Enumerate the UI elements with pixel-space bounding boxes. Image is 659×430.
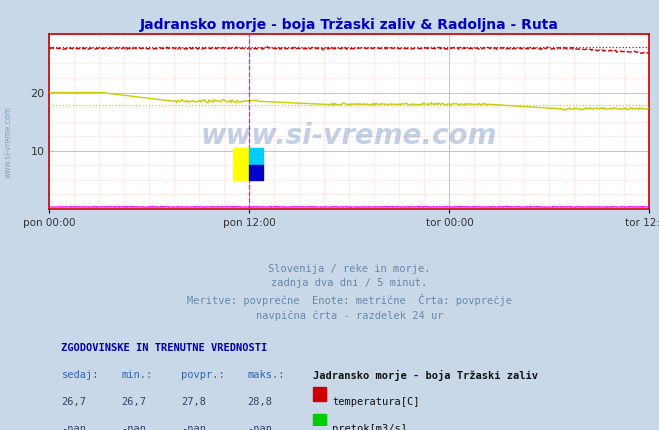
Text: www.si-vreme.com: www.si-vreme.com (4, 106, 13, 178)
Text: 26,7: 26,7 (61, 397, 86, 407)
Text: ZGODOVINSKE IN TRENUTNE VREDNOSTI: ZGODOVINSKE IN TRENUTNE VREDNOSTI (61, 343, 268, 353)
Bar (233, 148, 248, 180)
Text: -nan: -nan (247, 424, 272, 430)
Text: 27,8: 27,8 (181, 397, 206, 407)
Text: www.si-vreme.com: www.si-vreme.com (201, 122, 498, 150)
Text: -nan: -nan (181, 424, 206, 430)
Text: temperatura[C]: temperatura[C] (333, 397, 420, 407)
Text: 28,8: 28,8 (247, 397, 272, 407)
Title: Jadransko morje - boja Tržaski zaliv & Radoljna - Ruta: Jadransko morje - boja Tržaski zaliv & R… (140, 17, 559, 32)
Text: min.:: min.: (121, 370, 153, 380)
Text: maks.:: maks.: (247, 370, 285, 380)
Bar (249, 148, 263, 166)
Bar (313, 387, 326, 401)
Bar (313, 414, 326, 428)
Text: -nan: -nan (121, 424, 146, 430)
Text: Jadransko morje - boja Tržaski zaliv: Jadransko morje - boja Tržaski zaliv (313, 370, 538, 381)
Text: Slovenija / reke in morje.
zadnja dva dni / 5 minut.
Meritve: povprečne  Enote: : Slovenija / reke in morje. zadnja dva dn… (186, 264, 512, 321)
Text: pretok[m3/s]: pretok[m3/s] (333, 424, 407, 430)
Text: sedaj:: sedaj: (61, 370, 99, 380)
Text: 26,7: 26,7 (121, 397, 146, 407)
Bar (249, 166, 263, 180)
Text: -nan: -nan (61, 424, 86, 430)
Text: povpr.:: povpr.: (181, 370, 225, 380)
